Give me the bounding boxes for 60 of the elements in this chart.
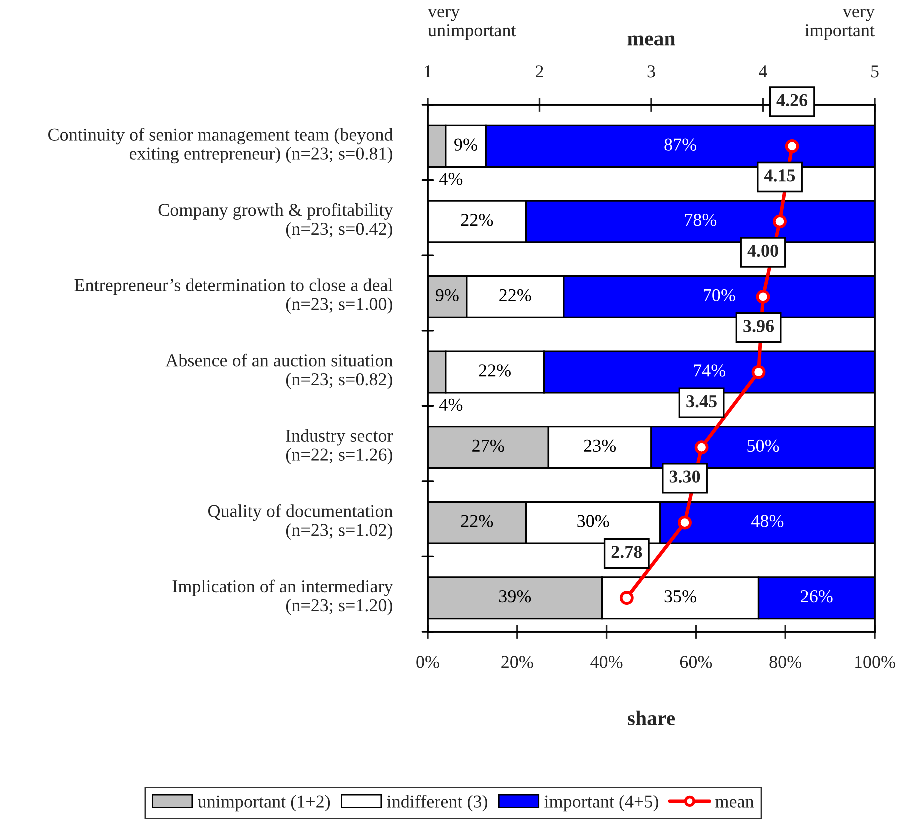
legend-label: mean [716,799,754,808]
x-tick-label: 100% [856,656,896,668]
data-label: 4% [440,172,463,186]
x-tick-label: 0% [416,656,440,668]
data-label: 22% [500,289,532,302]
data-label: 48% [752,515,784,528]
x2-tick-label: 4 [759,66,768,78]
y-tick-label: Company growth & profitability (n=23; s=0.42) [158,203,394,239]
x-tick-label: 40% [590,656,623,668]
text: very unimportant [428,8,516,40]
point [694,440,709,454]
data-label: 22% [461,515,494,528]
point [756,290,770,304]
y-tick-label: Industry sector (n=22; s=1.26) [286,429,394,465]
point [678,516,692,530]
data-label: 4.15 [764,170,796,182]
x2-axis-title: mean [628,36,676,46]
data-label: 22% [479,364,511,377]
legend-label: important (4+5) [544,795,658,812]
x-tick-label: 60% [680,656,712,668]
y-tick-label: Entrepreneur’s determination to close a deal (n=23; s=1.00) [74,278,393,314]
x-tick-label: 20% [502,656,534,668]
data-label: 4.26 [776,94,808,107]
x2-tick-label: 1 [425,66,432,78]
y-tick-label: Implication of an intermediary (n=23; s=1.20) [172,580,394,616]
y-tick-label: Absence of an auction situation (n=23; s=0.82) [166,354,393,390]
data-label: 22% [461,214,494,226]
data-label: 9% [454,138,478,151]
data-label: 50% [748,440,780,452]
text: very important [805,8,875,40]
legend-label: unimportant (1+2) [198,795,330,812]
y-tick-label: Continuity of senior management team (beyond exiting entrepreneur) (n=23; s=0.81) [48,128,394,164]
x-tick-label: 80% [770,656,802,668]
data-label: 26% [801,590,833,603]
data-label: 87% [664,138,696,151]
data-label: 3.30 [670,470,700,483]
data-label: 3.96 [744,320,774,332]
point [773,214,787,229]
point [620,591,634,606]
y-tick-label: Quality of documentation (n=23; s=1.02) [208,504,394,540]
data-label: 4.00 [748,244,778,258]
data-label: 27% [472,440,504,452]
data-label: 4% [440,398,463,412]
data-label: 23% [584,440,616,452]
x2-tick-label: 5 [872,66,879,78]
data-label: 30% [578,515,610,528]
data-label: 74% [694,364,726,377]
data-label: 70% [704,289,736,302]
point [752,365,766,380]
data-label: 78% [685,214,717,226]
x2-tick-label: 3 [648,66,656,78]
point [785,139,800,154]
x-axis-title: share [628,710,676,726]
data-label: 9% [436,289,459,302]
x2-tick-label: 2 [536,66,544,78]
data-label: 39% [499,590,532,603]
data-label: 35% [664,590,696,603]
data-label: 2.78 [612,546,642,558]
data-label: 3.45 [686,395,717,408]
legend-label: indifferent (3) [387,795,488,812]
